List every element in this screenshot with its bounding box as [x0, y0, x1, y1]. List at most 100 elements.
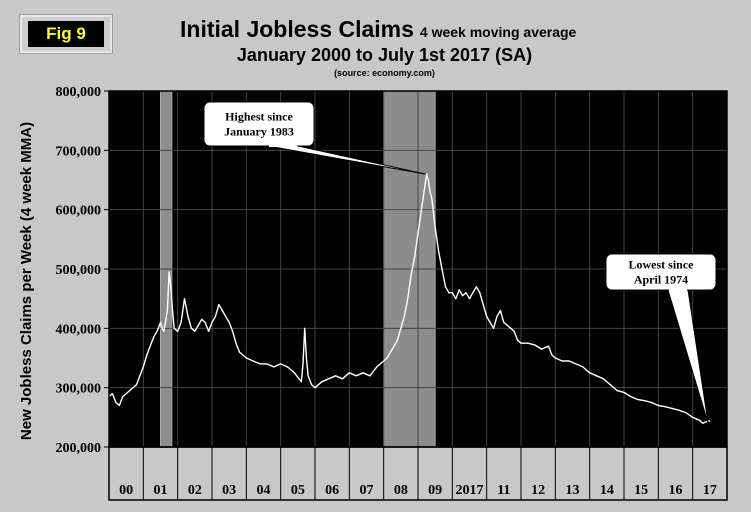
data-point — [541, 348, 543, 350]
data-point — [170, 286, 172, 288]
data-point — [314, 387, 316, 389]
x-tick-label: 02 — [188, 483, 202, 498]
data-point — [482, 304, 484, 306]
data-point — [139, 375, 141, 377]
data-point — [702, 422, 704, 424]
data-point — [180, 321, 182, 323]
data-point — [228, 321, 230, 323]
data-point — [266, 363, 268, 365]
data-point — [335, 375, 337, 377]
data-point — [444, 286, 447, 288]
x-tick-label: 06 — [325, 483, 339, 498]
y-tick-label: 300,000 — [56, 382, 102, 397]
data-point — [310, 384, 313, 386]
data-point — [441, 268, 443, 270]
data-point — [362, 372, 364, 374]
callout-text: April 1974 — [634, 273, 688, 287]
data-point — [458, 289, 460, 291]
x-tick-label: 04 — [257, 483, 271, 498]
y-tick-label: 200,000 — [56, 441, 102, 456]
data-point — [657, 404, 659, 407]
data-point — [692, 416, 694, 418]
data-point — [410, 274, 412, 276]
data-point — [417, 232, 419, 234]
data-point — [429, 191, 431, 193]
data-point — [159, 321, 162, 323]
data-point — [506, 324, 508, 326]
data-point — [194, 330, 196, 332]
data-point — [149, 345, 151, 347]
data-point — [201, 318, 203, 321]
data-point — [496, 315, 498, 318]
data-point — [551, 354, 553, 356]
fig-label: Fig 9 — [28, 21, 104, 47]
data-point — [259, 363, 261, 365]
data-point — [534, 344, 536, 346]
data-point — [585, 369, 587, 371]
data-point — [207, 330, 210, 332]
data-point — [400, 327, 402, 329]
y-tick-label: 400,000 — [56, 322, 102, 337]
data-point — [300, 381, 302, 383]
data-point — [486, 315, 488, 318]
data-point — [616, 390, 618, 392]
data-point — [455, 298, 457, 300]
data-point — [171, 309, 174, 312]
data-point — [427, 179, 429, 181]
data-point — [630, 395, 632, 398]
data-point — [527, 342, 529, 344]
data-point — [492, 327, 495, 329]
data-point — [190, 327, 192, 329]
data-point — [609, 384, 611, 386]
data-point — [118, 404, 120, 407]
data-point — [513, 330, 515, 332]
data-point — [122, 395, 124, 398]
data-point — [510, 327, 512, 329]
x-tick-label: 07 — [360, 483, 374, 498]
data-point — [369, 375, 371, 377]
x-tick-label: 12 — [531, 483, 545, 498]
callout-join-2 — [669, 288, 687, 291]
y-tick-label: 600,000 — [56, 204, 102, 219]
data-point — [462, 295, 464, 297]
data-point — [221, 309, 223, 312]
data-point — [187, 315, 189, 318]
data-point — [132, 387, 134, 389]
x-tick-label: 15 — [634, 483, 648, 498]
data-point — [575, 363, 577, 365]
data-point — [424, 185, 426, 187]
x-tick-label: 16 — [669, 483, 683, 498]
chart-source: (source: economy.com) — [334, 68, 435, 78]
data-point — [503, 321, 505, 323]
data-point — [328, 378, 330, 380]
data-point — [448, 292, 450, 294]
x-tick-label: 11 — [497, 483, 510, 498]
data-point — [125, 393, 127, 395]
data-point — [589, 372, 591, 374]
data-point — [111, 393, 114, 395]
y-tick-label: 500,000 — [56, 263, 102, 278]
data-point — [637, 398, 639, 401]
data-point — [472, 292, 474, 294]
data-point — [705, 420, 708, 423]
callout-text: January 1983 — [224, 125, 294, 139]
data-point — [383, 360, 385, 362]
data-point — [163, 330, 165, 332]
data-point — [595, 375, 598, 377]
data-point — [252, 360, 254, 362]
x-tick-label: 00 — [119, 483, 133, 498]
data-point — [709, 420, 711, 422]
data-point — [204, 321, 206, 323]
data-point — [623, 391, 625, 394]
x-tick-label: 09 — [428, 483, 442, 498]
data-point — [235, 342, 237, 344]
data-point — [146, 354, 148, 356]
data-point — [547, 345, 550, 347]
data-point — [561, 360, 563, 362]
chart-subtitle: January 2000 to July 1st 2017 (SA) — [236, 45, 533, 65]
data-point — [698, 419, 701, 421]
data-point — [602, 378, 605, 380]
x-tick-label: 05 — [291, 483, 305, 498]
data-point — [115, 401, 117, 404]
